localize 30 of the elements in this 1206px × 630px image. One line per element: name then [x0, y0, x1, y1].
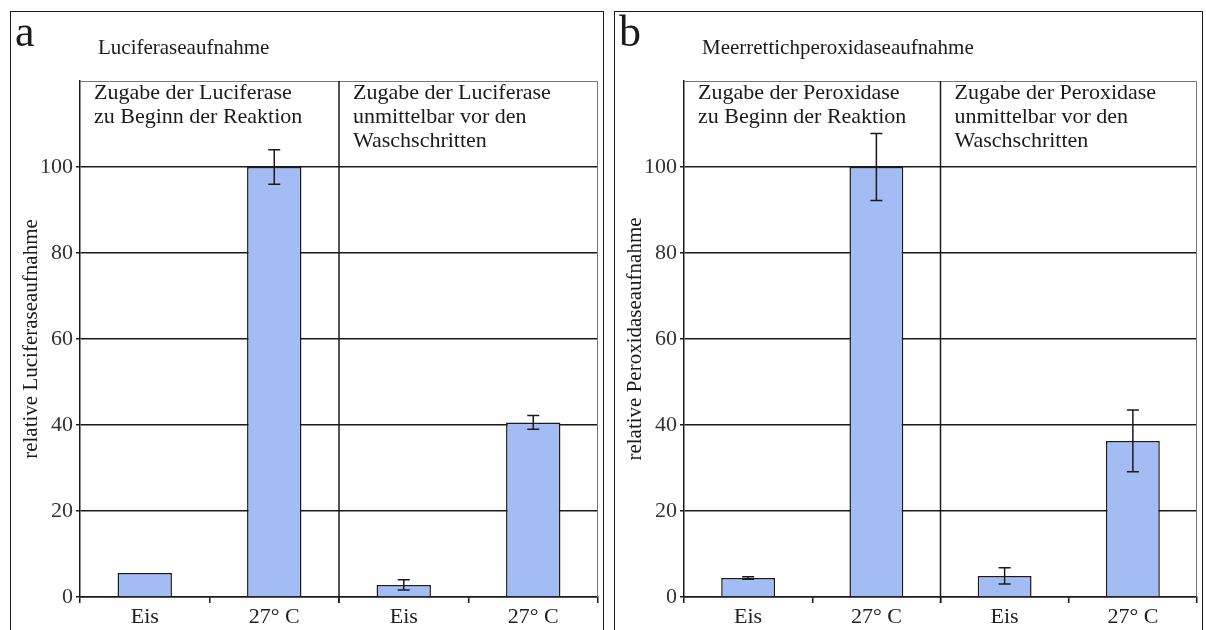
y-tick-label: 20 — [654, 496, 677, 522]
y-tick-label: 60 — [51, 324, 73, 350]
x-tick-label: Eis — [990, 602, 1019, 628]
y-tick-label: 0 — [665, 582, 677, 608]
x-tick-label: 27° C — [507, 602, 559, 628]
text: b — [618, 6, 641, 56]
annotation: Zugabe der Peroxidase unmittelbar vor den Waschschritten — [954, 78, 1156, 152]
text: a — [15, 6, 35, 56]
x-tick-label: 27° C — [850, 602, 902, 628]
y-tick-label: 80 — [654, 238, 677, 264]
annotation: Zugabe der Luciferase unmittelbar vor den Waschschritten — [353, 78, 551, 152]
y-tick-label: 40 — [654, 410, 677, 436]
y-tick-label: 100 — [40, 152, 73, 178]
y-axis-title: relative Luciferaseaufnahme — [18, 219, 43, 459]
chart-title: Luciferaseaufnahme — [98, 34, 270, 59]
y-tick-label: 0 — [62, 582, 73, 608]
y-tick-label: 60 — [654, 324, 677, 350]
annotation: Zugabe der Peroxidase zu Beginn der Reaktion — [697, 78, 906, 128]
y-axis-title: relative Peroxidaseaufnahme — [621, 217, 646, 461]
x-tick-label: Eis — [389, 602, 418, 628]
y-tick-label: 100 — [643, 152, 677, 178]
x-tick-label: Eis — [130, 602, 159, 628]
y-tick-label: 80 — [51, 238, 73, 264]
y-tick-label: 40 — [51, 410, 73, 436]
y-tick-label: 20 — [51, 496, 73, 522]
x-tick-label: 27° C — [1106, 602, 1158, 628]
chart-title: Meerrettichperoxidaseaufnahme — [701, 34, 974, 59]
x-tick-label: Eis — [733, 602, 762, 628]
x-tick-label: 27° C — [248, 602, 300, 628]
annotation: Zugabe der Luciferase zu Beginn der Reaktion — [94, 78, 303, 128]
